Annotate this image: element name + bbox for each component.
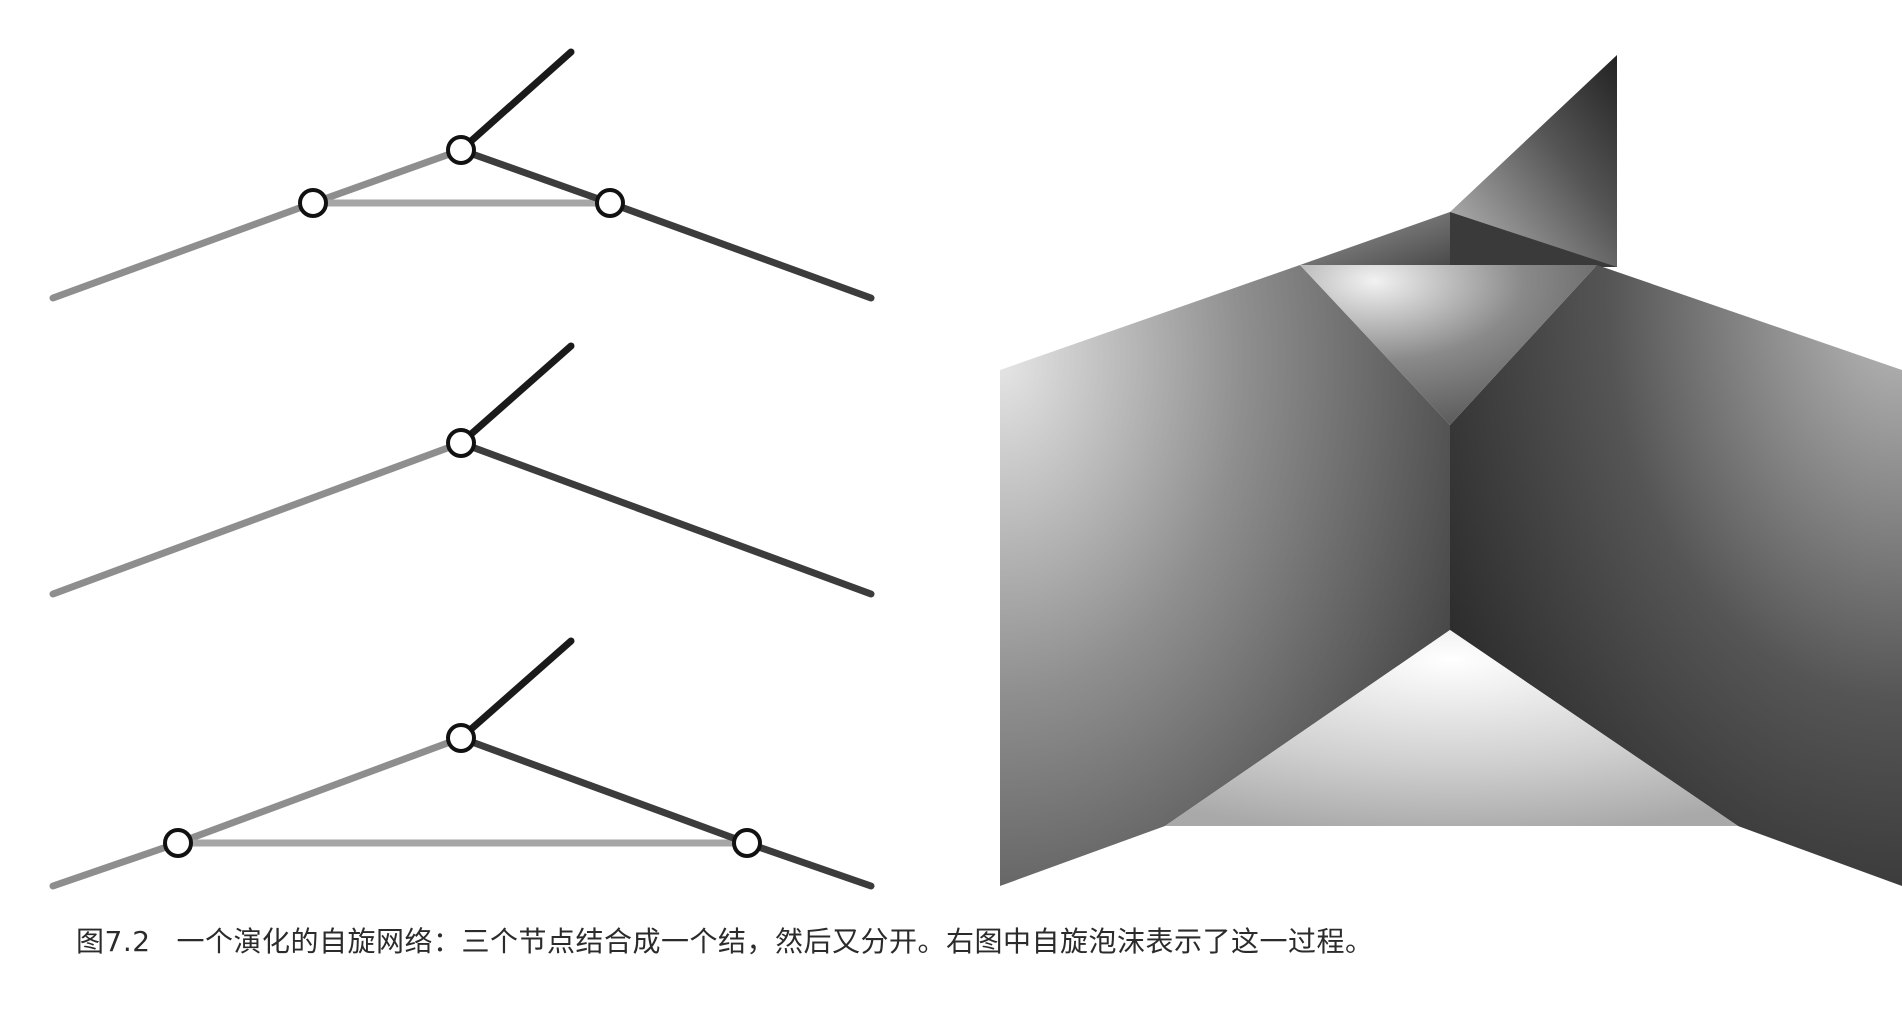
figure-caption: 图7.2 一个演化的自旋网络：三个节点结合成一个结，然后又分开。右图中自旋泡沫表示… [76,920,1374,960]
edge-light [49,839,182,890]
node [732,828,762,858]
node [163,828,193,858]
edge-black [457,637,575,742]
edge-dark [457,146,614,207]
node [595,188,625,218]
foam-face-bottom [1165,630,1738,826]
edge-black [457,342,575,447]
edge-light [49,199,317,302]
edge-dark [457,734,751,847]
node [446,428,476,458]
foam-face-right [1450,265,1902,886]
edge-black [457,48,575,154]
foam-face-inner-triangle [1300,265,1597,425]
network-state-middle [49,342,875,598]
edge-light [49,439,465,598]
foam-face-top-fin [1450,55,1617,267]
figure-number: 图7.2 [76,925,151,958]
foam-face-top-left [1300,212,1450,265]
foam-face-left [1000,265,1450,886]
caption-text: 一个演化的自旋网络：三个节点结合成一个结，然后又分开。右图中自旋泡沫表示了这一过… [176,925,1374,958]
edge-dark [606,199,875,302]
edge-dark [743,839,875,890]
node [298,188,328,218]
network-state-bottom [49,637,875,890]
spin-network-states [49,48,875,890]
edge-light [309,146,465,207]
network-state-top [49,48,875,302]
edge-light [174,734,465,847]
node [446,135,476,165]
spin-foam [1000,55,1902,886]
edge-dark [457,439,875,598]
foam-face-top-dark [1450,212,1617,267]
node [446,723,476,753]
